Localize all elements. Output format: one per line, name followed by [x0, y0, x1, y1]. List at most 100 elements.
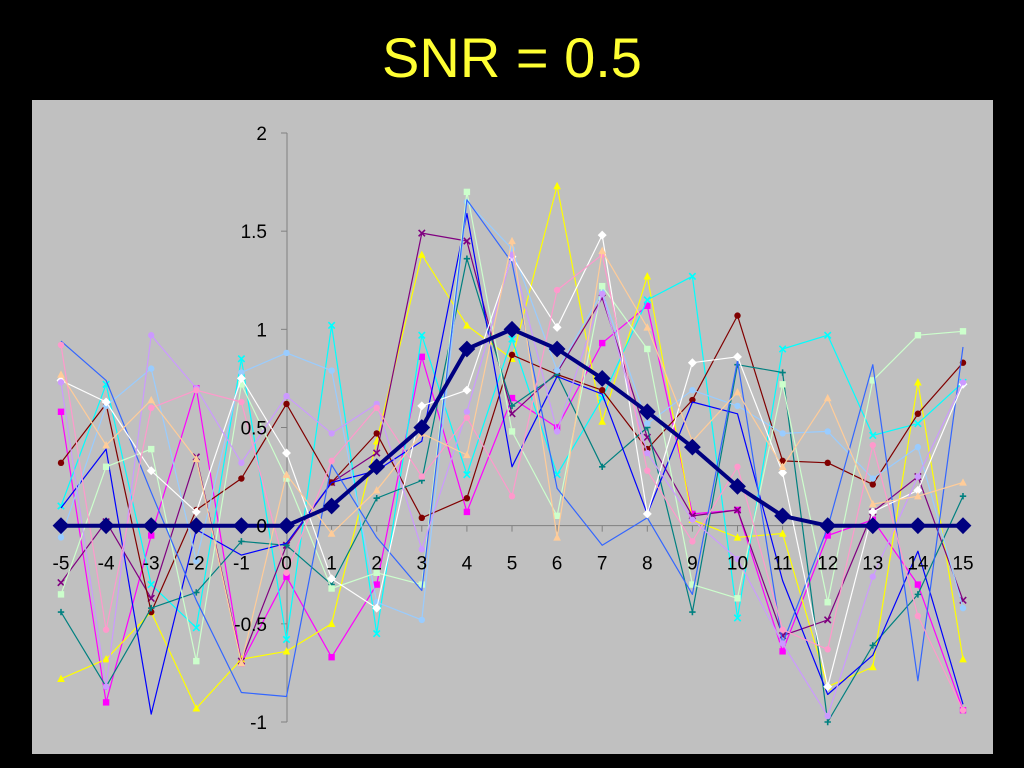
data-point — [327, 321, 336, 330]
data-point — [779, 457, 786, 465]
data-point — [729, 478, 746, 495]
data-point — [778, 462, 787, 470]
x-tick-label: 7 — [597, 554, 608, 575]
data-point — [192, 623, 201, 632]
data-point — [283, 573, 290, 580]
data-point — [779, 430, 786, 437]
data-point — [463, 188, 471, 196]
data-point — [328, 654, 335, 661]
data-point — [148, 404, 155, 412]
data-point — [57, 578, 65, 587]
data-point — [57, 341, 65, 349]
y-tick-label: 0.5 — [241, 419, 267, 440]
data-point — [914, 581, 922, 588]
data-point — [643, 323, 652, 331]
data-point — [553, 181, 561, 190]
data-point — [148, 604, 155, 612]
data-point — [599, 386, 606, 394]
data-point — [508, 493, 516, 500]
data-point — [97, 517, 115, 535]
data-point — [778, 468, 788, 478]
data-point — [328, 585, 335, 592]
data-point — [869, 377, 876, 384]
data-point — [463, 470, 471, 479]
series-group — [52, 181, 972, 726]
data-point — [327, 529, 336, 537]
data-point — [57, 591, 65, 598]
data-point — [102, 463, 110, 470]
data-point — [328, 457, 335, 465]
data-point — [418, 331, 426, 339]
data-point — [914, 410, 922, 417]
data-point — [593, 370, 611, 387]
data-point — [418, 581, 425, 588]
data-point — [193, 657, 200, 665]
data-point — [233, 517, 250, 535]
line-chart: -1-0.500.511.52-5 -4 -3 -2 -1 0 1 2 3 4 5 6 7 8 9 10 11 1… — [52, 124, 974, 734]
data-point — [779, 626, 786, 633]
data-point — [684, 438, 701, 456]
series-14 — [57, 251, 967, 714]
data-point — [779, 381, 786, 388]
data-point — [236, 373, 246, 383]
data-point — [869, 642, 876, 649]
data-point — [193, 589, 200, 596]
data-point — [193, 386, 200, 394]
data-point — [282, 647, 291, 655]
data-point — [238, 459, 245, 467]
data-point — [778, 529, 787, 537]
data-point — [283, 569, 290, 576]
data-point — [508, 351, 516, 359]
x-tick-label: -2 — [188, 554, 205, 575]
y-tick-label: 2 — [256, 124, 267, 145]
data-point — [959, 379, 967, 386]
y-tick-label: 1.5 — [241, 222, 267, 243]
slide-title: SNR = 0.5 — [382, 26, 642, 89]
data-point — [192, 454, 201, 463]
data-point — [914, 443, 922, 451]
data-point — [283, 400, 290, 408]
data-point — [553, 286, 561, 294]
data-point — [734, 463, 741, 470]
data-point — [102, 683, 110, 690]
data-point — [733, 614, 742, 622]
data-point — [643, 296, 652, 304]
x-tick-label: 1 — [326, 554, 337, 575]
data-point — [819, 517, 837, 535]
series-7 — [57, 255, 967, 726]
data-point — [57, 502, 65, 510]
data-point — [689, 581, 696, 588]
data-point — [864, 517, 882, 535]
data-point — [373, 581, 380, 588]
data-point — [57, 674, 65, 683]
data-point — [959, 707, 967, 714]
data-point — [458, 340, 476, 358]
data-point — [644, 302, 651, 309]
data-point — [278, 517, 295, 535]
data-point — [733, 533, 742, 541]
data-point — [372, 603, 382, 613]
data-point — [463, 450, 471, 459]
x-tick-label: 15 — [952, 554, 973, 575]
tick-labels: -1-0.500.511.52-5 -4 -3 -2 -1 0 1 2 3 4 5 6 7 8 9 10 11 1… — [53, 124, 974, 734]
data-point — [553, 512, 561, 520]
data-point — [418, 616, 425, 624]
data-point — [372, 449, 381, 457]
data-point — [147, 395, 156, 404]
data-point — [869, 431, 877, 440]
data-point — [373, 430, 380, 437]
data-point — [238, 381, 245, 388]
data-point — [282, 635, 291, 644]
data-point — [734, 595, 741, 602]
data-point — [57, 408, 65, 415]
data-point — [959, 478, 967, 486]
data-point — [824, 646, 831, 653]
data-point — [463, 237, 471, 245]
data-point — [187, 517, 205, 535]
data-point — [599, 282, 606, 290]
data-point — [779, 640, 786, 647]
data-point — [57, 370, 65, 378]
data-point — [869, 475, 876, 482]
series-3 — [57, 181, 967, 712]
data-point — [688, 272, 697, 281]
